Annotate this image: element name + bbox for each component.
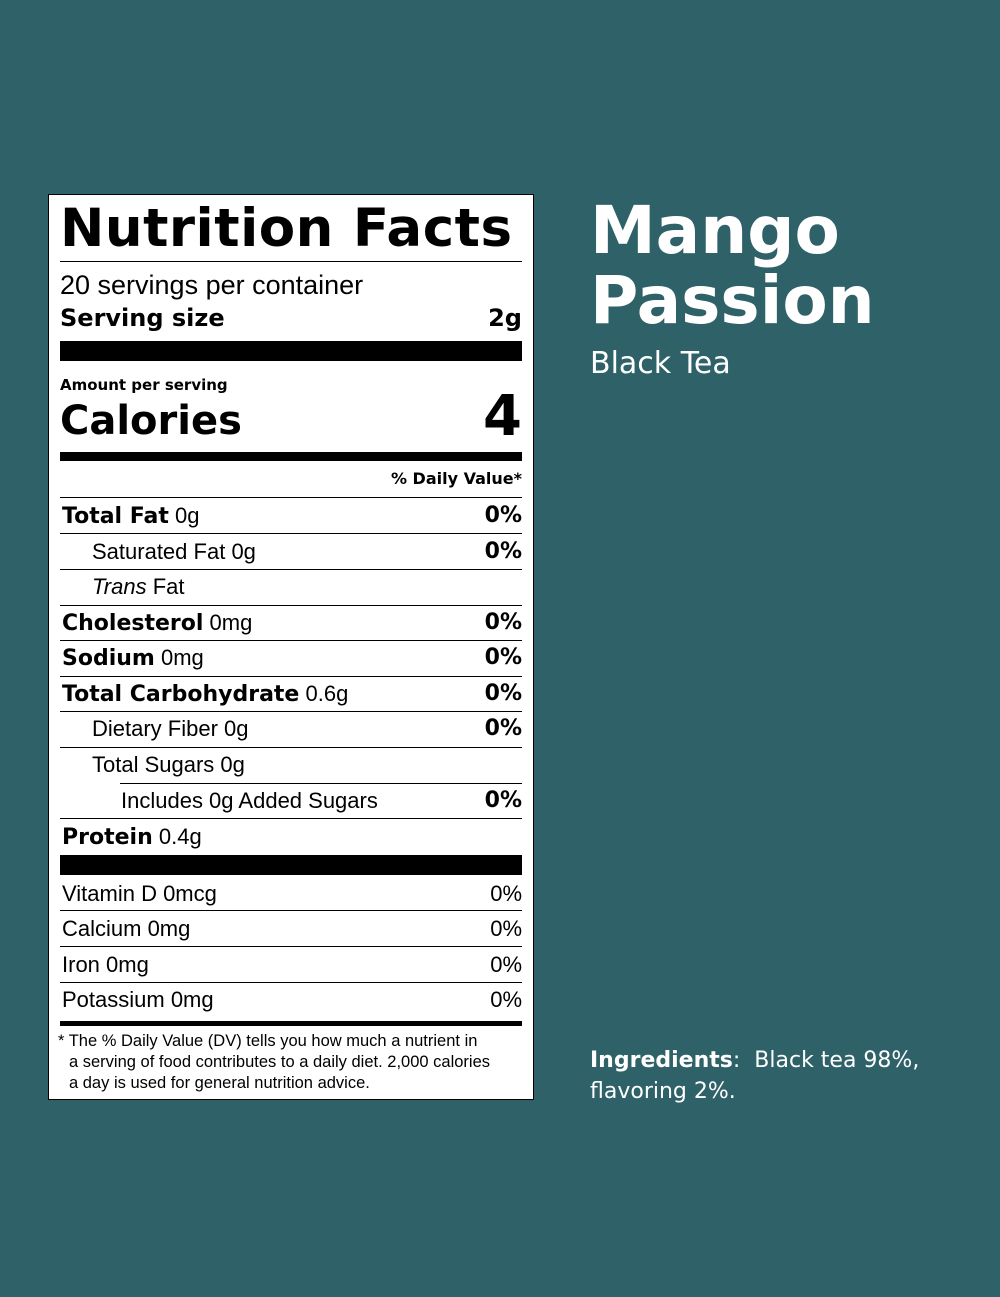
divider bbox=[60, 497, 522, 498]
divider bbox=[60, 747, 522, 748]
nutrient-dv: 0% bbox=[484, 645, 522, 670]
divider bbox=[60, 910, 522, 911]
divider bbox=[60, 711, 522, 712]
medium-divider bbox=[60, 452, 522, 461]
divider bbox=[60, 533, 522, 534]
nutrient-name: Total Sugars bbox=[92, 752, 215, 777]
divider bbox=[120, 783, 522, 784]
vitamin-row-iron: Iron 0mg 0% bbox=[60, 947, 522, 982]
product-type: Black Tea bbox=[590, 346, 731, 381]
nutrient-dv: 0% bbox=[484, 539, 522, 564]
ingredients-separator: : bbox=[732, 1048, 741, 1073]
footnote-line: a day is used for general nutrition advi… bbox=[69, 1074, 370, 1092]
vitamin-text: Potassium 0mg bbox=[62, 987, 214, 1012]
nutrient-dv: 0% bbox=[484, 716, 522, 741]
nutrient-dv: 0% bbox=[484, 610, 522, 635]
nutrient-row-total-sugars: Total Sugars 0g bbox=[60, 747, 522, 782]
divider bbox=[60, 818, 522, 819]
product-name: Mango Passion bbox=[590, 196, 875, 336]
thick-divider bbox=[60, 855, 522, 875]
nutrition-facts-title: Nutrition Facts bbox=[60, 198, 513, 259]
divider bbox=[60, 676, 522, 677]
nutrient-amount: 0g bbox=[231, 539, 256, 564]
vitamin-row-potassium: Potassium 0mg 0% bbox=[60, 982, 522, 1017]
nutrient-row-trans-fat: Trans Fat bbox=[60, 569, 522, 604]
serving-size-value: 2g bbox=[488, 304, 522, 332]
nutrient-row-cholesterol: Cholesterol 0mg 0% bbox=[60, 605, 522, 640]
footnote-divider bbox=[60, 1021, 522, 1026]
nutrient-amount: 0g bbox=[220, 752, 245, 777]
serving-size-label: Serving size bbox=[60, 304, 225, 332]
divider bbox=[60, 982, 522, 983]
amount-per-serving: Amount per serving bbox=[60, 376, 228, 394]
nutrient-name: Sodium bbox=[62, 646, 155, 671]
nutrient-row-total-carbohydrate: Total Carbohydrate 0.6g 0% bbox=[60, 676, 522, 711]
vitamin-text: Vitamin D 0mcg bbox=[62, 881, 217, 906]
nutrient-name: Total Carbohydrate bbox=[62, 682, 300, 707]
nutrient-name: Cholesterol bbox=[62, 611, 204, 636]
vitamin-dv: 0% bbox=[490, 916, 522, 941]
nutrient-amount: 0.6g bbox=[305, 681, 349, 706]
nutrient-dv: 0% bbox=[484, 681, 522, 706]
calories-value: 4 bbox=[483, 384, 522, 449]
ingredients-label: Ingredients bbox=[590, 1048, 733, 1073]
footnote-line: * The % Daily Value (DV) tells you how m… bbox=[58, 1032, 478, 1050]
footnote-line: a serving of food contributes to a daily… bbox=[69, 1053, 490, 1071]
nutrient-name: Total Fat bbox=[62, 504, 169, 529]
daily-value-header: % Daily Value* bbox=[390, 469, 522, 488]
nutrient-name: Saturated Fat bbox=[92, 539, 226, 564]
thick-divider bbox=[60, 341, 522, 361]
nutrient-dv: 0% bbox=[484, 503, 522, 528]
vitamin-dv: 0% bbox=[490, 987, 522, 1012]
calories-label: Calories bbox=[60, 398, 242, 444]
vitamin-row-calcium: Calcium 0mg 0% bbox=[60, 911, 522, 946]
servings-per-container: 20 servings per container bbox=[60, 270, 364, 300]
nutrient-name: Fat bbox=[152, 574, 185, 599]
ingredients-text: Black tea 98%, bbox=[754, 1048, 920, 1073]
product-name-line: Mango bbox=[590, 192, 840, 269]
nutrient-dv: 0% bbox=[484, 788, 522, 813]
divider bbox=[60, 569, 522, 570]
nutrient-row-saturated-fat: Saturated Fat 0g 0% bbox=[60, 534, 522, 569]
nutrient-amount: 0mg bbox=[209, 610, 253, 635]
ingredients-text: flavoring 2%. bbox=[590, 1079, 736, 1104]
nutrient-amount: 0g bbox=[224, 716, 249, 741]
nutrient-name: Dietary Fiber bbox=[92, 716, 218, 741]
nutrient-row-sodium: Sodium 0mg 0% bbox=[60, 640, 522, 675]
divider bbox=[60, 261, 522, 262]
vitamin-dv: 0% bbox=[490, 952, 522, 977]
daily-value-footnote: * The % Daily Value (DV) tells you how m… bbox=[58, 1031, 528, 1094]
nutrient-amount: 0mg bbox=[160, 645, 204, 670]
ingredients: Ingredients: Black tea 98%, flavoring 2%… bbox=[590, 1045, 970, 1107]
nutrient-name: Includes 0g Added Sugars bbox=[121, 788, 378, 813]
nutrient-row-protein: Protein 0.4g bbox=[60, 819, 522, 854]
nutrient-name-italic: Trans bbox=[92, 574, 147, 599]
nutrition-facts-label: Nutrition Facts 20 servings per containe… bbox=[48, 194, 534, 1100]
nutrient-row-total-fat: Total Fat 0g 0% bbox=[60, 498, 522, 533]
nutrient-row-added-sugars: Includes 0g Added Sugars 0% bbox=[60, 783, 522, 818]
nutrient-amount: 0.4g bbox=[158, 824, 202, 849]
vitamin-dv: 0% bbox=[490, 881, 522, 906]
vitamin-text: Calcium 0mg bbox=[62, 916, 191, 941]
vitamin-text: Iron 0mg bbox=[62, 952, 149, 977]
divider bbox=[60, 946, 522, 947]
nutrient-row-dietary-fiber: Dietary Fiber 0g 0% bbox=[60, 711, 522, 746]
nutrient-amount: 0g bbox=[175, 503, 200, 528]
vitamin-row-vitamin-d: Vitamin D 0mcg 0% bbox=[60, 876, 522, 911]
divider bbox=[60, 605, 522, 606]
product-name-line: Passion bbox=[590, 262, 875, 339]
nutrient-name: Protein bbox=[62, 825, 153, 850]
divider bbox=[60, 640, 522, 641]
